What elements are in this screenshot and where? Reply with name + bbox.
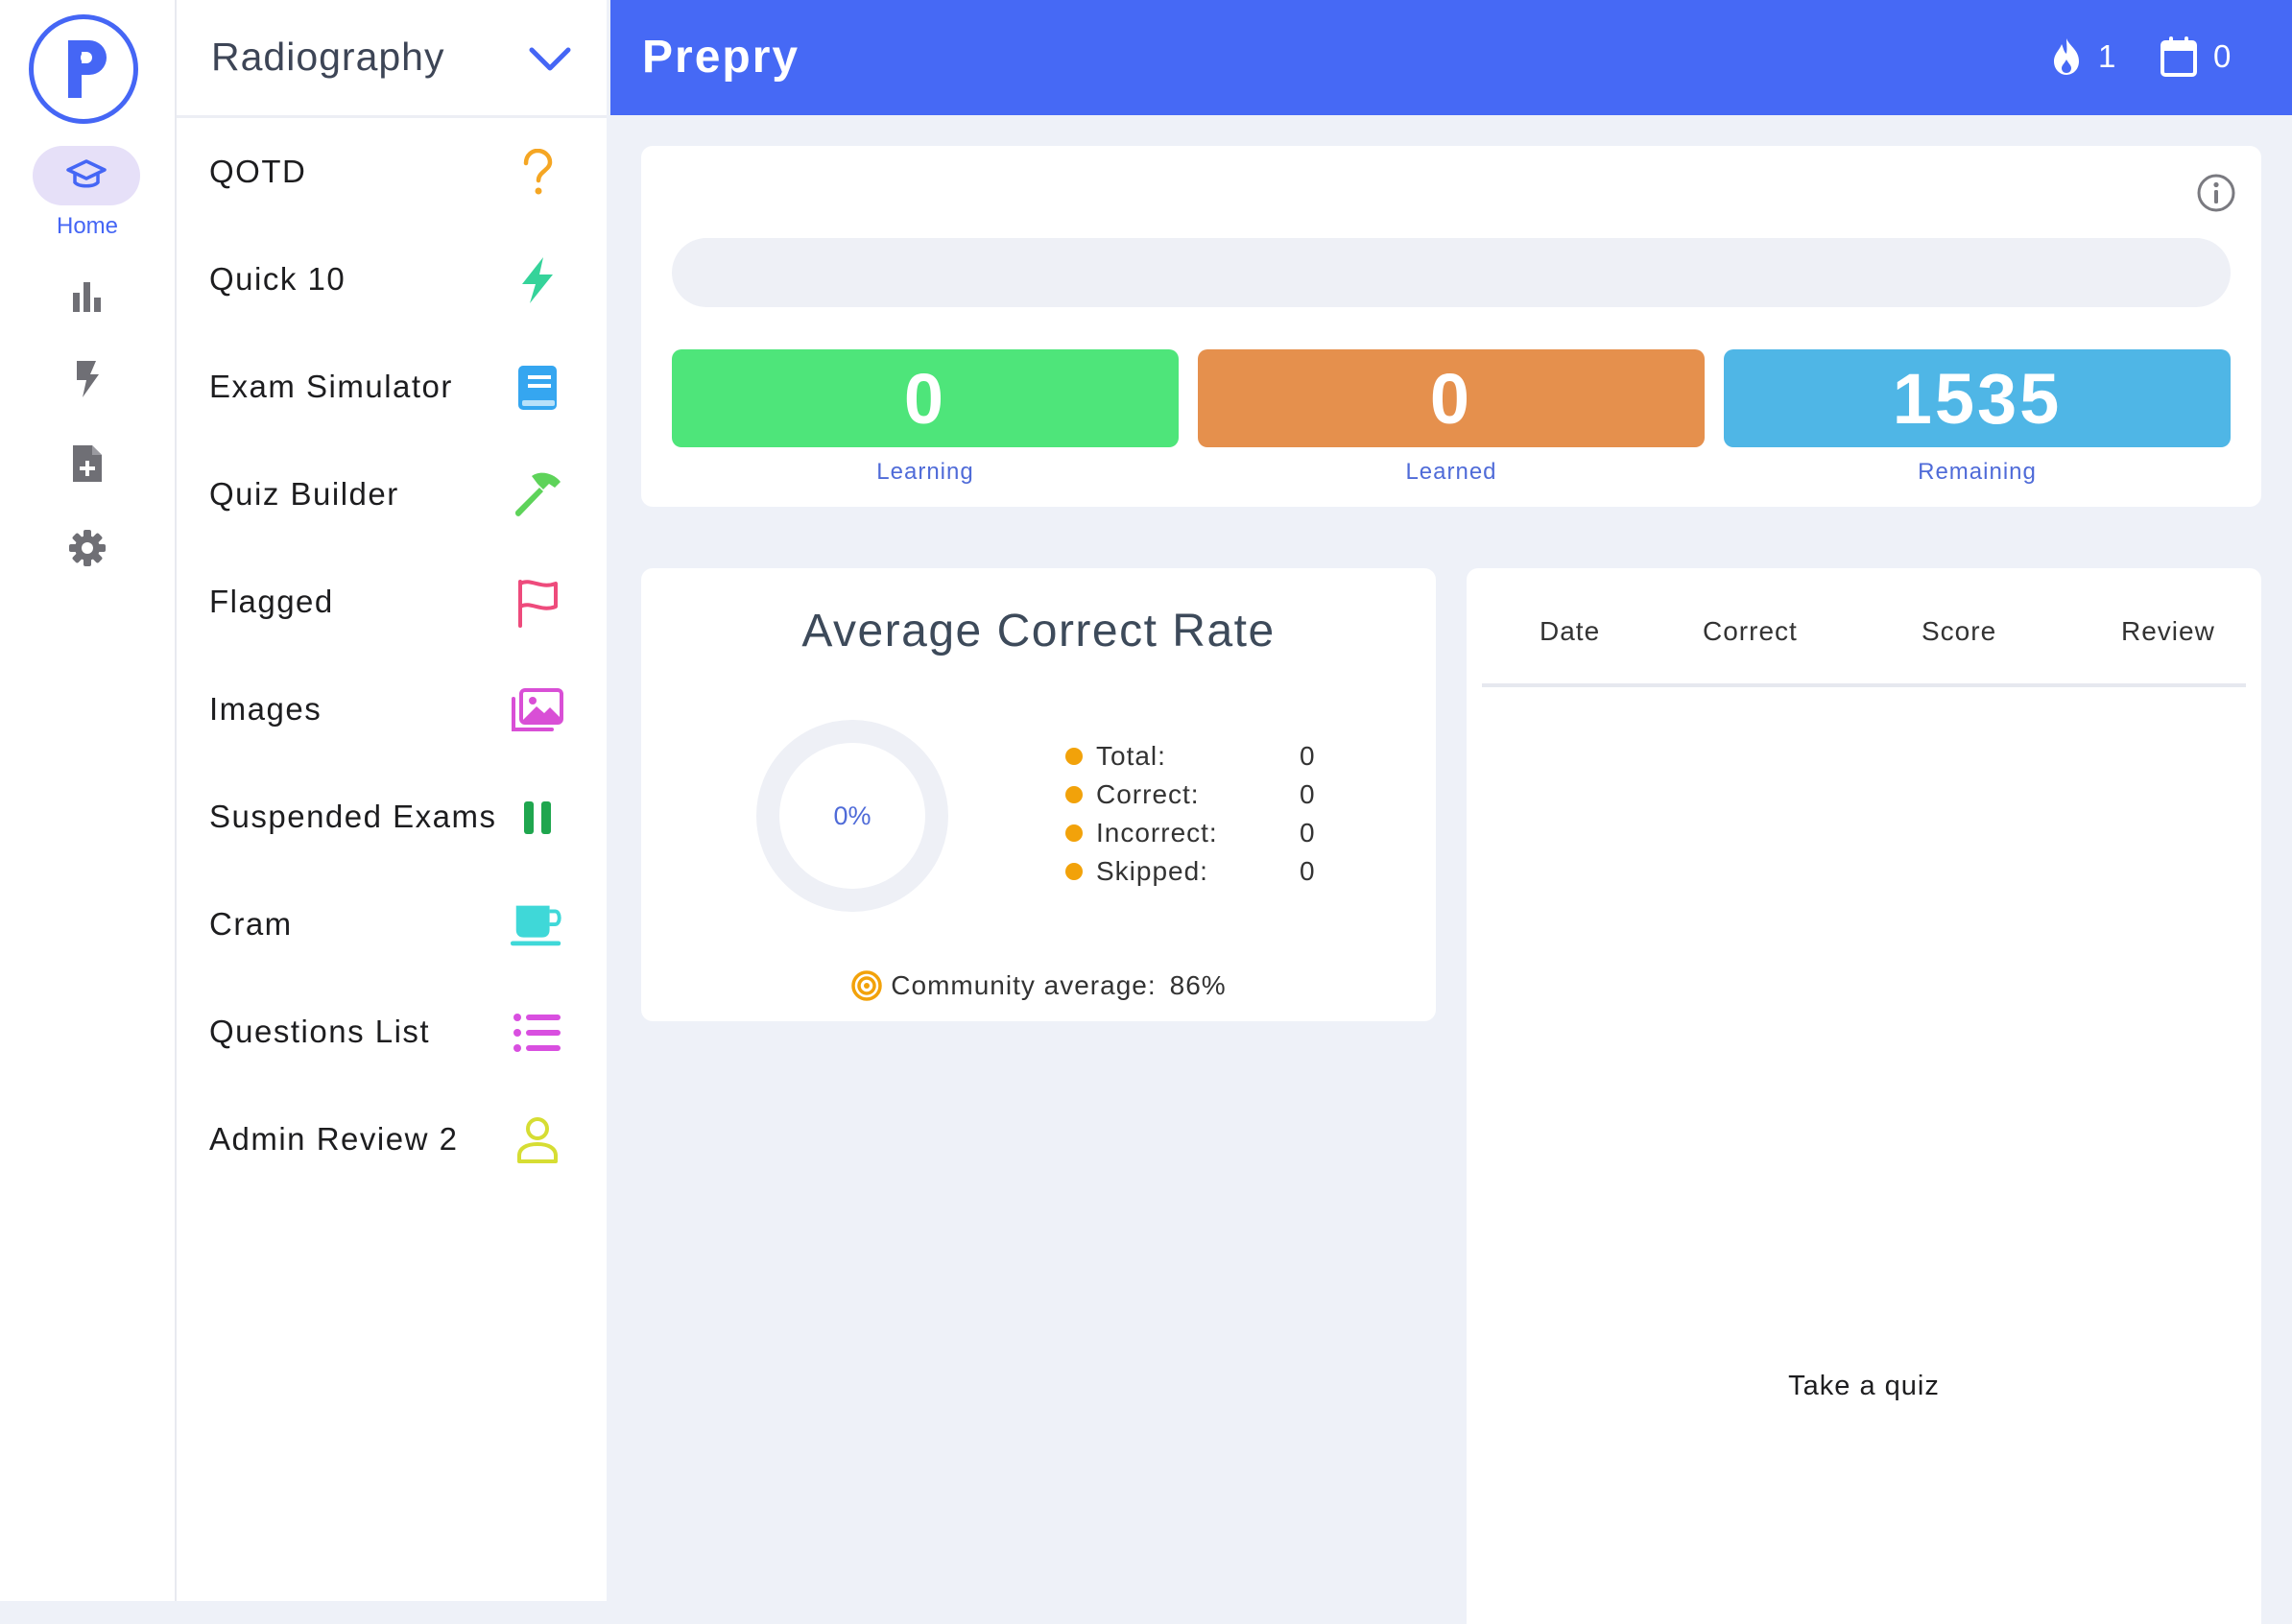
legend-label: Total:: [1096, 741, 1166, 771]
chevron-down-icon[interactable]: [528, 42, 572, 77]
donut-percent-label: 0%: [833, 800, 871, 830]
legend-row-incorrect: Incorrect: 0: [1065, 814, 1353, 852]
menu-item-label: Images: [209, 691, 322, 727]
legend-value: 0: [1300, 779, 1315, 809]
community-average-value: 86%: [1169, 970, 1227, 1000]
nav-stats-button[interactable]: [59, 273, 116, 321]
menu-item-label: Quick 10: [209, 261, 346, 297]
menu-item-exam-simulator[interactable]: Exam Simulator: [177, 340, 607, 436]
quiz-history-table: Date Correct Score Review Take a quiz: [1467, 568, 2261, 1624]
nav-settings-button[interactable]: [59, 524, 116, 572]
learned-label: Learned: [1405, 459, 1497, 485]
community-average-label: Community average:: [891, 970, 1157, 1000]
subject-title[interactable]: Radiography: [211, 35, 445, 79]
legend-label: Skipped:: [1096, 856, 1208, 886]
nav-home-label[interactable]: Home: [56, 213, 119, 239]
menu-item-label: Suspended Exams: [209, 799, 497, 834]
learned-count-box[interactable]: 0: [1198, 349, 1705, 447]
legend-value: 0: [1300, 856, 1315, 886]
app-title: Prepry: [642, 32, 800, 83]
menu-item-label: QOTD: [209, 154, 307, 189]
streak-count: 1: [2098, 38, 2116, 74]
list-icon: [513, 1014, 561, 1052]
legend-row-correct: Correct: 0: [1065, 776, 1353, 814]
prepry-logo[interactable]: [29, 14, 138, 124]
nav-quick-button[interactable]: [59, 355, 116, 403]
legend-dot: [1065, 863, 1083, 880]
logo-p-icon: [68, 40, 107, 98]
target-icon: [851, 970, 883, 1001]
column-header-score[interactable]: Score: [1922, 616, 1997, 646]
remaining-count-box[interactable]: 1535: [1724, 349, 2231, 447]
progress-bar: [672, 238, 2231, 307]
flame-icon: [2054, 38, 2079, 75]
learning-count-box[interactable]: 0: [672, 349, 1179, 447]
menu-item-label: Flagged: [209, 584, 334, 619]
calendar-icon: [2161, 36, 2197, 77]
correct-rate-donut: [756, 720, 948, 912]
legend-value: 0: [1300, 818, 1315, 848]
nav-new-file-button[interactable]: [59, 440, 116, 488]
legend-value: 0: [1300, 741, 1315, 771]
average-correct-rate-card: Average Correct Rate 0% Total: 0 Correct…: [641, 568, 1436, 1021]
column-header-correct[interactable]: Correct: [1703, 616, 1798, 646]
flag-icon: [518, 580, 558, 628]
calendar-count: 0: [2213, 38, 2232, 74]
legend-dot: [1065, 824, 1083, 842]
menu-item-cram[interactable]: Cram: [177, 877, 607, 973]
legend-dot: [1065, 748, 1083, 765]
legend-label: Incorrect:: [1096, 818, 1218, 848]
question-mark-icon: [523, 149, 553, 195]
user-icon: [517, 1117, 558, 1163]
menu-item-qotd[interactable]: QOTD: [177, 125, 607, 221]
hammer-icon: [514, 472, 561, 516]
community-average: Community average: 86%: [641, 969, 1436, 1002]
menu-item-images[interactable]: Images: [177, 662, 607, 758]
column-header-review[interactable]: Review: [2121, 616, 2215, 646]
remaining-label: Remaining: [1918, 459, 2037, 485]
empty-state-message[interactable]: Take a quiz: [1788, 1371, 1940, 1401]
study-menu: Radiography QOTD Quick 10 Exam Simulator: [177, 0, 607, 1601]
table-header: Date Correct Score Review: [1482, 568, 2246, 687]
nav-rail: Home: [0, 0, 177, 1601]
legend-dot: [1065, 786, 1083, 803]
coffee-cup-icon: [510, 905, 561, 946]
top-bar: Prepry 1 0: [610, 0, 2292, 115]
menu-item-quiz-builder[interactable]: Quiz Builder: [177, 447, 607, 543]
book-icon: [518, 366, 557, 410]
file-plus-icon: [73, 445, 102, 482]
menu-item-label: Quiz Builder: [209, 476, 399, 512]
menu-item-quick-10[interactable]: Quick 10: [177, 232, 607, 328]
subject-selector[interactable]: Radiography: [177, 0, 607, 118]
menu-item-admin-review[interactable]: Admin Review 2: [177, 1092, 607, 1188]
acr-title: Average Correct Rate: [801, 606, 1276, 657]
pause-icon: [524, 801, 551, 834]
bolt-icon: [77, 361, 99, 397]
legend-row-total: Total: 0: [1065, 737, 1353, 776]
menu-item-suspended-exams[interactable]: Suspended Exams: [177, 770, 607, 866]
images-icon: [512, 688, 563, 731]
menu-item-label: Questions List: [209, 1014, 431, 1049]
gear-icon: [69, 530, 106, 566]
learning-label: Learning: [876, 459, 974, 485]
info-icon[interactable]: [2196, 173, 2236, 213]
menu-item-label: Cram: [209, 906, 293, 942]
legend-label: Correct:: [1096, 779, 1200, 809]
bar-chart-icon: [73, 282, 101, 312]
nav-home-button[interactable]: [33, 146, 140, 205]
column-header-date[interactable]: Date: [1540, 616, 1601, 646]
graduation-cap-icon: [66, 159, 107, 188]
streak-counter[interactable]: 1: [2050, 33, 2115, 81]
legend-row-skipped: Skipped: 0: [1065, 852, 1353, 891]
lightning-icon: [522, 257, 553, 303]
menu-item-label: Exam Simulator: [209, 369, 453, 404]
calendar-counter[interactable]: 0: [2160, 33, 2231, 81]
menu-item-flagged[interactable]: Flagged: [177, 555, 607, 651]
menu-item-questions-list[interactable]: Questions List: [177, 985, 607, 1081]
progress-card: 0 Learning 0 Learned 1535 Remaining: [641, 146, 2261, 507]
menu-item-label: Admin Review 2: [209, 1121, 459, 1157]
